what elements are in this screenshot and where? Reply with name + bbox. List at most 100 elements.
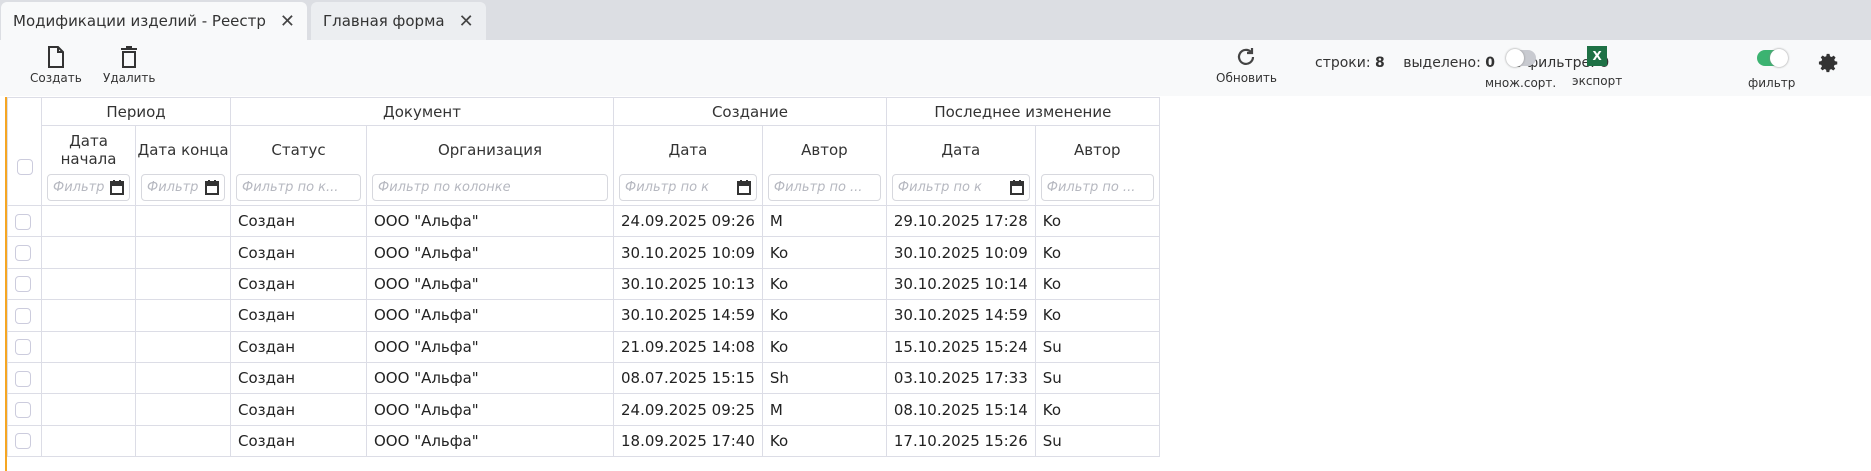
tab-registry[interactable]: Модификации изделий - Реестр ✕ — [1, 2, 307, 40]
table-cell: ООО "Альфа" — [366, 361, 614, 395]
column-label: Дата — [941, 141, 981, 159]
create-button[interactable]: Создать — [30, 46, 82, 85]
table-row[interactable]: Создан ООО "Альфа" 18.09.2025 17:40 Ko 17.10… — [7, 424, 1160, 458]
column-header[interactable]: Дата Фильтр по к — [885, 125, 1036, 206]
table-row[interactable]: Создан ООО "Альфа" 30.10.2025 10:09 Ko 30.10… — [7, 236, 1160, 269]
column-filter-input[interactable]: Фильтр по к — [619, 174, 757, 201]
row-checkbox[interactable] — [15, 245, 31, 262]
table-row[interactable]: Создан ООО "Альфа" 24.09.2025 09:25 M 08.10.… — [7, 393, 1160, 426]
table-cell: 18.09.2025 17:40 — [613, 424, 763, 458]
table-cell: 30.10.2025 10:09 — [885, 236, 1036, 269]
tab-bar: Модификации изделий - Реестр ✕ Главная фо… — [0, 0, 1871, 40]
table-cell: Создан — [230, 299, 367, 332]
row-checkbox[interactable] — [15, 402, 31, 419]
row-checkbox[interactable] — [15, 307, 31, 324]
refresh-button[interactable]: Обновить — [1216, 46, 1277, 85]
row-select-cell — [7, 267, 42, 301]
table-cell: Ko — [761, 330, 887, 363]
column-header[interactable]: Автор Фильтр по ... — [761, 125, 887, 206]
row-checkbox[interactable] — [15, 433, 31, 450]
table-cell: 17.10.2025 15:26 — [885, 424, 1036, 458]
column-filter-input[interactable]: Фильтр по ... — [767, 174, 881, 201]
delete-label: Удалить — [103, 71, 156, 85]
table-row[interactable]: Создан ООО "Альфа" 08.07.2025 15:15 Sh 03.10… — [7, 361, 1160, 395]
refresh-label: Обновить — [1216, 71, 1277, 85]
filter-placeholder: Фильтр по к — [897, 180, 982, 195]
toolbar: Создать Удалить Обновить строки: 8 выдел… — [0, 40, 1871, 96]
table-cell: 30.10.2025 14:59 — [613, 299, 763, 332]
table-cell: 30.10.2025 10:09 — [613, 236, 763, 269]
export-button[interactable]: X экспорт — [1572, 46, 1622, 88]
delete-button[interactable]: Удалить — [103, 46, 156, 85]
calendar-icon[interactable] — [736, 180, 751, 195]
filter-placeholder: Фильтр по к... — [242, 180, 339, 195]
row-checkbox[interactable] — [15, 213, 31, 230]
filter-placeholder: Фильтр по ... — [1046, 180, 1136, 195]
table-cell: 29.10.2025 17:28 — [885, 204, 1036, 238]
table-cell: M — [761, 393, 887, 426]
table-row[interactable]: Создан ООО "Альфа" 30.10.2025 14:59 Ko 30.10… — [7, 299, 1160, 332]
file-icon — [47, 46, 64, 68]
calendar-icon[interactable] — [110, 180, 124, 195]
column-filter-input[interactable]: Фильтр по колонке — [372, 174, 608, 201]
filter-toggle[interactable]: фильтр — [1748, 46, 1795, 90]
column-label: Автор — [1074, 141, 1121, 159]
column-header[interactable]: Автор Фильтр по ... — [1034, 125, 1160, 206]
table-cell — [41, 299, 136, 332]
calendar-icon[interactable] — [205, 180, 219, 195]
column-filter-input[interactable]: Фильтр по к — [891, 174, 1030, 201]
table-cell — [41, 204, 136, 238]
table-row[interactable]: Создан ООО "Альфа" 30.10.2025 10:13 Ko 30.10… — [7, 267, 1160, 301]
export-label: экспорт — [1572, 74, 1623, 88]
table-cell: Su — [1034, 361, 1160, 395]
multisort-label: множ.сорт. — [1485, 76, 1557, 90]
column-header[interactable]: Дата Фильтр по к — [613, 125, 763, 206]
table-row[interactable]: Создан ООО "Альфа" 21.09.2025 14:08 Ko 15.10… — [7, 330, 1160, 363]
column-filter-input[interactable]: Фильтр — [47, 174, 130, 201]
table-cell — [41, 393, 136, 426]
table-cell: 21.09.2025 14:08 — [613, 330, 763, 363]
table-row[interactable]: Создан ООО "Альфа" 24.09.2025 09:26 M 29.10.… — [7, 204, 1160, 238]
table-cell: Создан — [230, 267, 367, 301]
column-label: Дата — [668, 141, 708, 159]
calendar-icon[interactable] — [1009, 180, 1024, 195]
table-cell: Ko — [1034, 204, 1160, 238]
table-cell: Создан — [230, 330, 367, 363]
column-label: Организация — [437, 141, 543, 159]
multisort-toggle[interactable]: множ.сорт. — [1485, 46, 1556, 90]
table-cell: Создан — [230, 393, 367, 426]
table-cell — [135, 361, 231, 395]
table-cell: ООО "Альфа" — [366, 299, 614, 332]
column-header[interactable]: Дата начала Фильтр — [41, 125, 136, 206]
create-label: Создать — [30, 71, 82, 85]
table-cell: ООО "Альфа" — [366, 204, 614, 238]
column-filter-input[interactable]: Фильтр — [141, 174, 225, 201]
tab-main-form[interactable]: Главная форма ✕ — [311, 2, 486, 40]
column-label: Дата конца — [137, 141, 229, 159]
settings-button[interactable] — [1818, 52, 1840, 77]
select-all-checkbox[interactable] — [16, 159, 33, 175]
row-select-cell — [7, 236, 42, 269]
row-checkbox[interactable] — [15, 370, 31, 387]
row-checkbox[interactable] — [15, 276, 31, 293]
table-cell: ООО "Альфа" — [366, 393, 614, 426]
close-icon[interactable]: ✕ — [279, 10, 295, 32]
row-select-cell — [7, 204, 42, 238]
filter-placeholder: Фильтр по ... — [773, 180, 863, 195]
column-filter-input[interactable]: Фильтр по ... — [1040, 174, 1154, 201]
refresh-icon — [1238, 48, 1255, 65]
table-cell: Su — [1034, 330, 1160, 363]
column-header[interactable]: Статус Фильтр по к... — [230, 125, 367, 206]
column-header[interactable]: Дата конца Фильтр — [135, 125, 231, 206]
table-cell: Ko — [761, 267, 887, 301]
table-cell: 08.10.2025 15:14 — [885, 393, 1036, 426]
column-header[interactable]: Организация Фильтр по колонке — [366, 125, 614, 206]
close-icon[interactable]: ✕ — [458, 10, 474, 32]
table-cell: 08.07.2025 15:15 — [613, 361, 763, 395]
table-cell: 03.10.2025 17:33 — [885, 361, 1036, 395]
row-checkbox[interactable] — [15, 339, 31, 356]
table-cell — [135, 267, 231, 301]
column-filter-input[interactable]: Фильтр по к... — [236, 174, 361, 201]
registry-grid: Период Документ Создание Последнее измен… — [5, 97, 1160, 471]
filter-placeholder: Фильтр — [147, 180, 199, 195]
